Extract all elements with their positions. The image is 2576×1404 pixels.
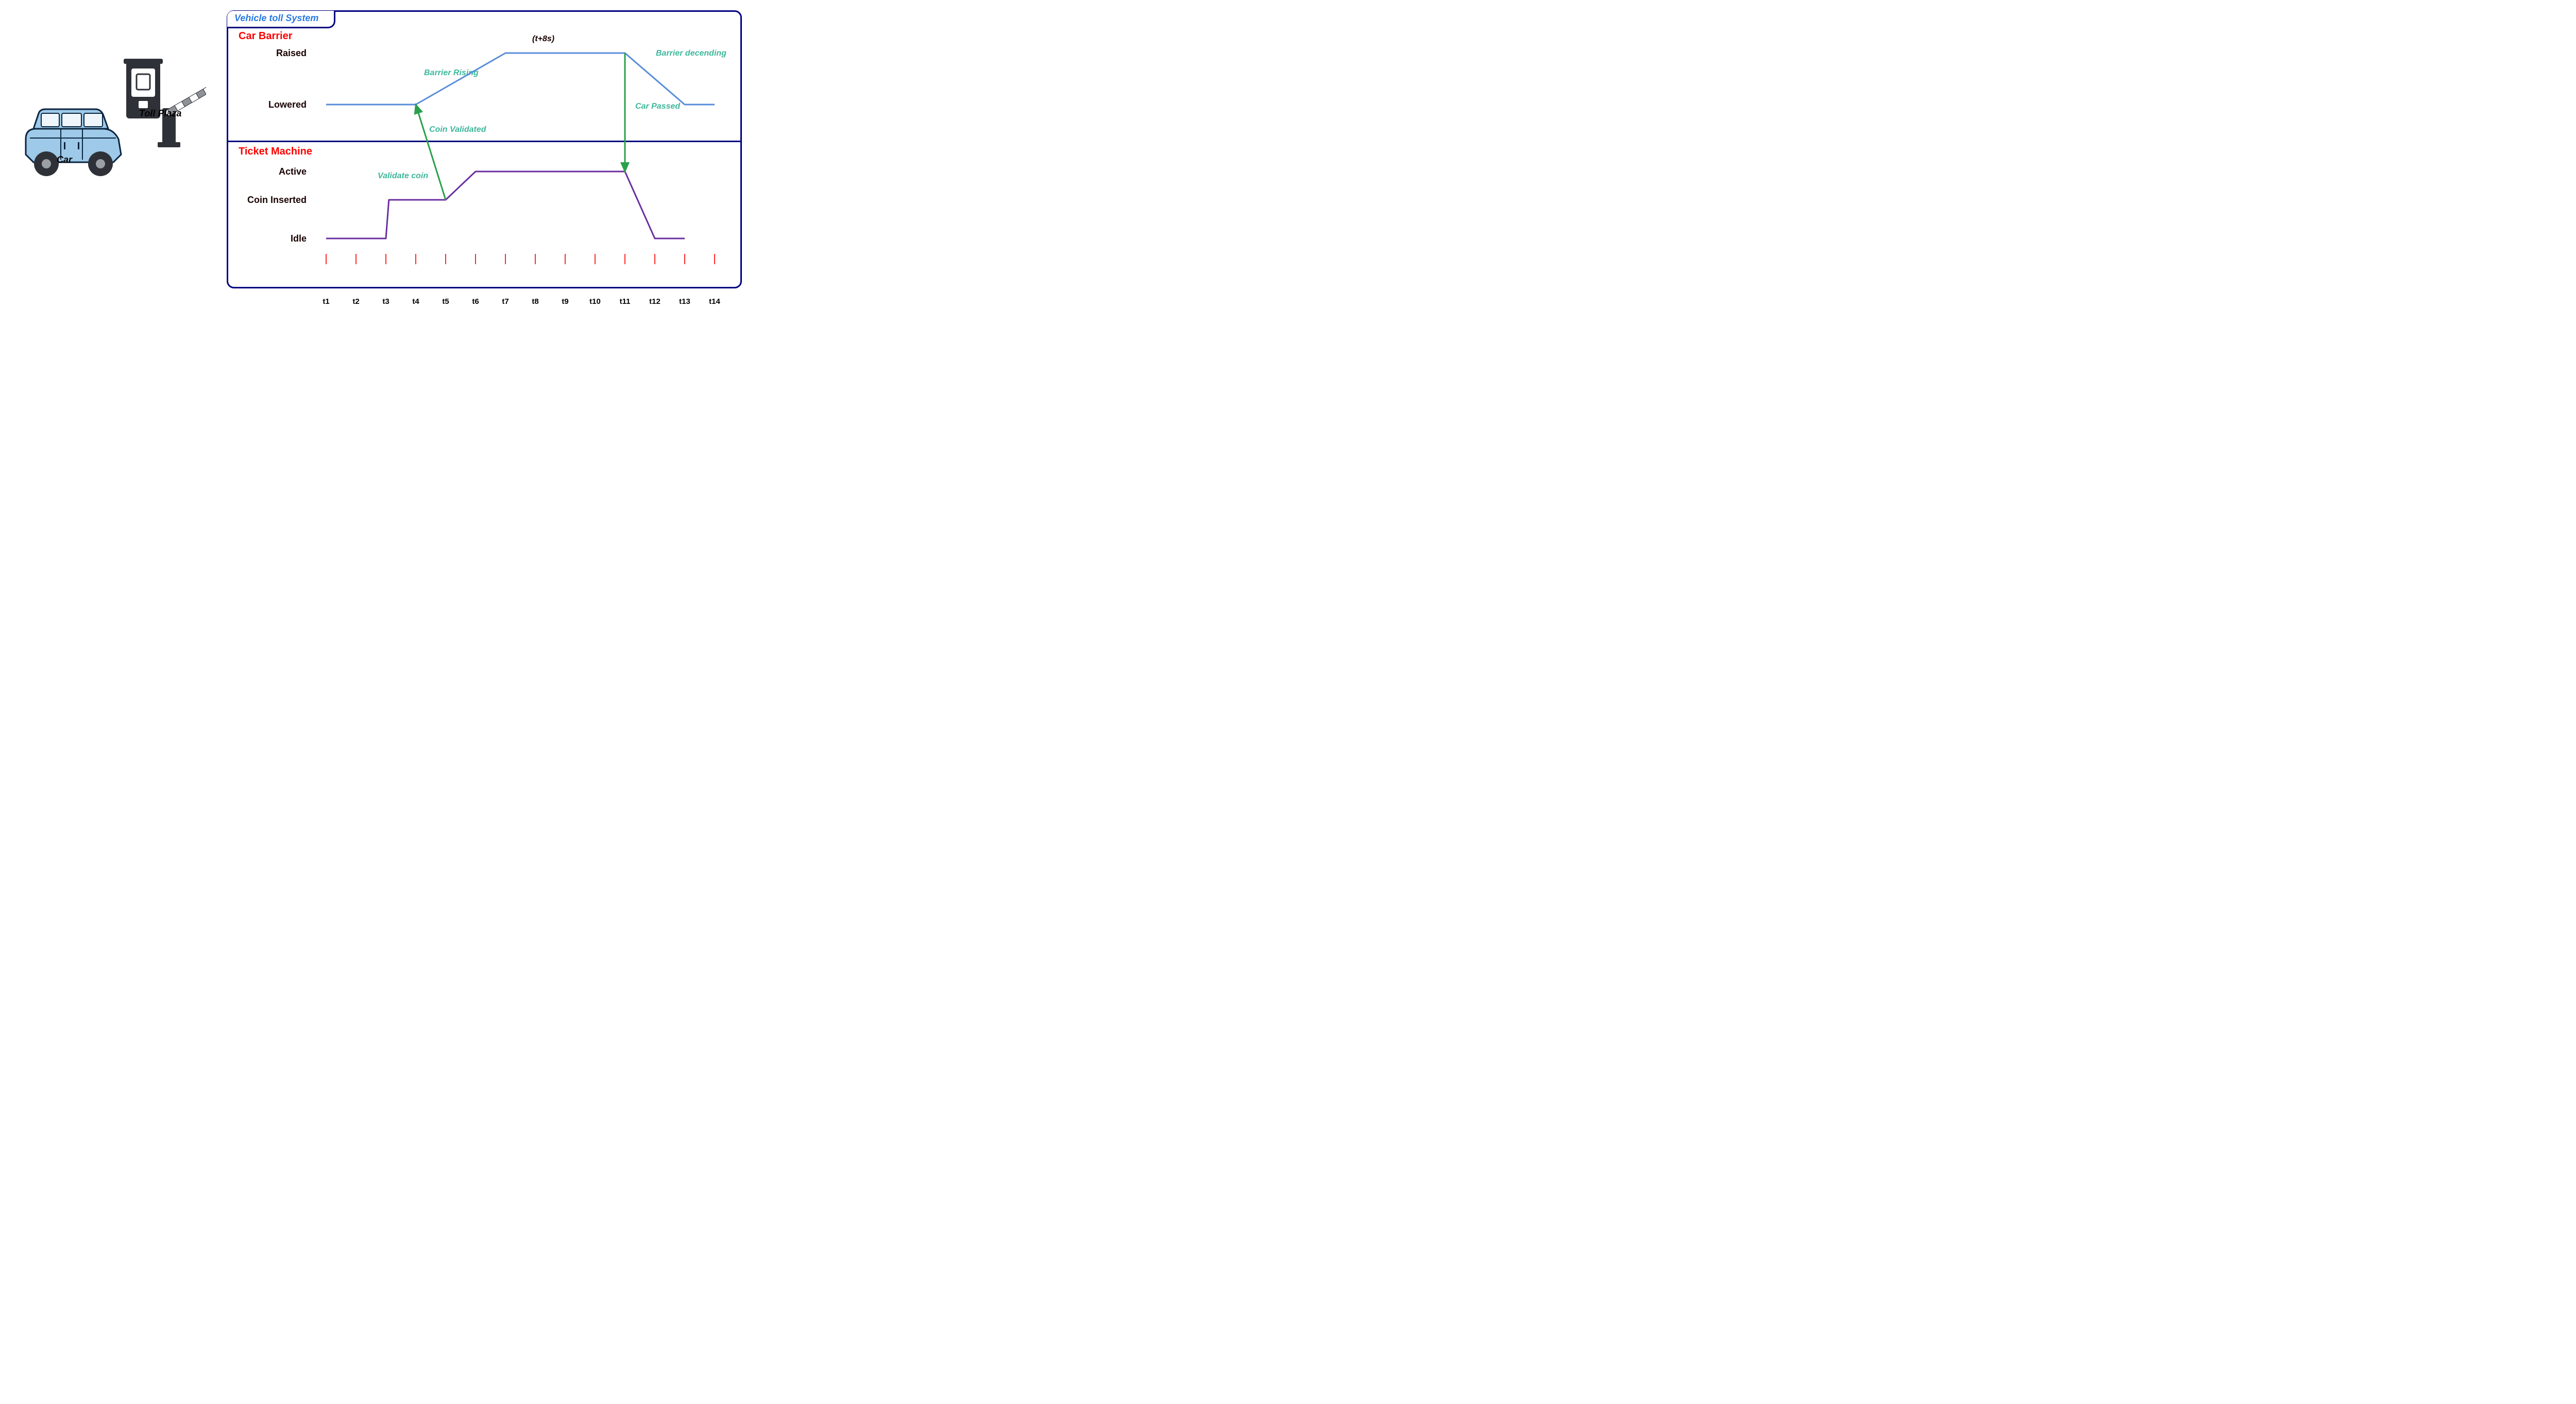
tick-label: t1 bbox=[323, 297, 329, 306]
tick-label: t8 bbox=[532, 297, 538, 306]
tick-label: t14 bbox=[709, 297, 720, 306]
timing-svg bbox=[228, 12, 743, 290]
toll-label: Toll Plaza bbox=[139, 108, 181, 119]
tick-label: t4 bbox=[412, 297, 419, 306]
tick-label: t3 bbox=[382, 297, 389, 306]
tick-label: t2 bbox=[352, 297, 359, 306]
tick-label: t5 bbox=[442, 297, 449, 306]
tick-label: t12 bbox=[649, 297, 660, 306]
tick-label: t10 bbox=[589, 297, 601, 306]
car-label: Car bbox=[57, 155, 72, 165]
tick-label: t11 bbox=[620, 297, 631, 306]
toll-scene bbox=[10, 52, 206, 196]
tick-label: t13 bbox=[679, 297, 690, 306]
timing-panel: Vehicle toll System Car Barrier Raised L… bbox=[227, 10, 2566, 288]
illustration-panel: Car Toll Plaza bbox=[10, 10, 206, 196]
tick-label: t6 bbox=[472, 297, 479, 306]
timing-diagram: Vehicle toll System Car Barrier Raised L… bbox=[227, 10, 742, 288]
tick-label: t7 bbox=[502, 297, 509, 306]
tick-label: t9 bbox=[562, 297, 568, 306]
